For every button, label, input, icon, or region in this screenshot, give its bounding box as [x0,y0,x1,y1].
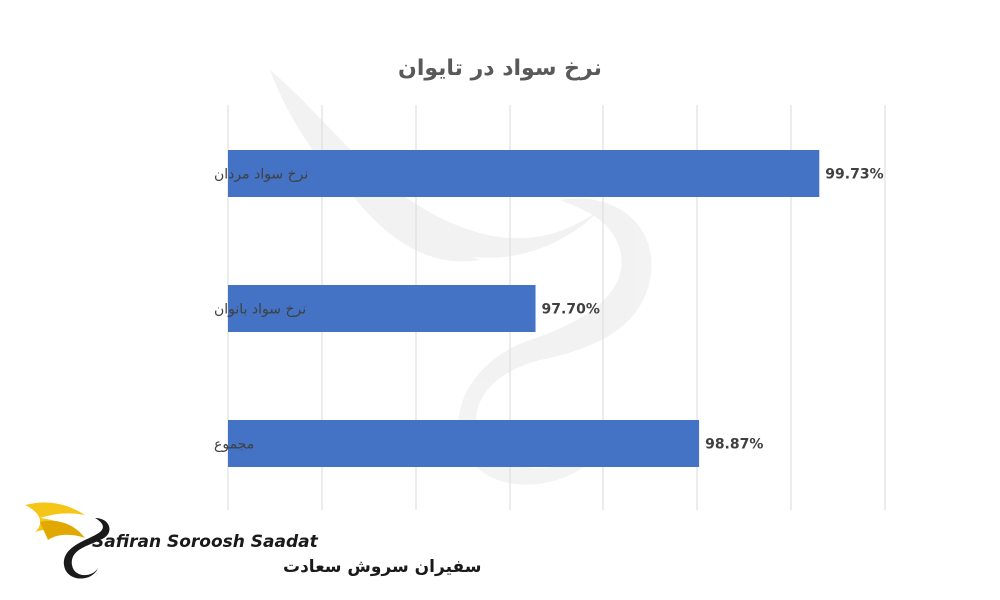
data-label-2: 98.87% [705,437,763,453]
swan-wing-logo-icon [25,502,110,579]
chart-title: نرخ سواد در تایوان [398,56,602,81]
data-labels: 99.73% 97.70% 98.87% [542,167,884,453]
bar-0 [228,150,820,197]
brand-name-en: Safiran Soroosh Saadat [92,532,319,552]
bar-2 [228,420,700,467]
bars-group [228,150,820,467]
category-label-0: نرخ سواد مردان [214,167,308,183]
data-label-0: 99.73% [825,167,883,183]
category-label-2: مجموع [214,437,254,453]
category-labels: نرخ سواد مردان نرخ سواد بانوان مجموع [214,167,308,453]
data-label-1: 97.70% [542,302,600,318]
category-label-1: نرخ سواد بانوان [214,302,306,318]
brand-name-fa: سفیران سروش سعادت [283,557,481,577]
brand-logo: Safiran Soroosh Saadat سفیران سروش سعادت [25,502,481,579]
bar-1 [228,285,536,332]
